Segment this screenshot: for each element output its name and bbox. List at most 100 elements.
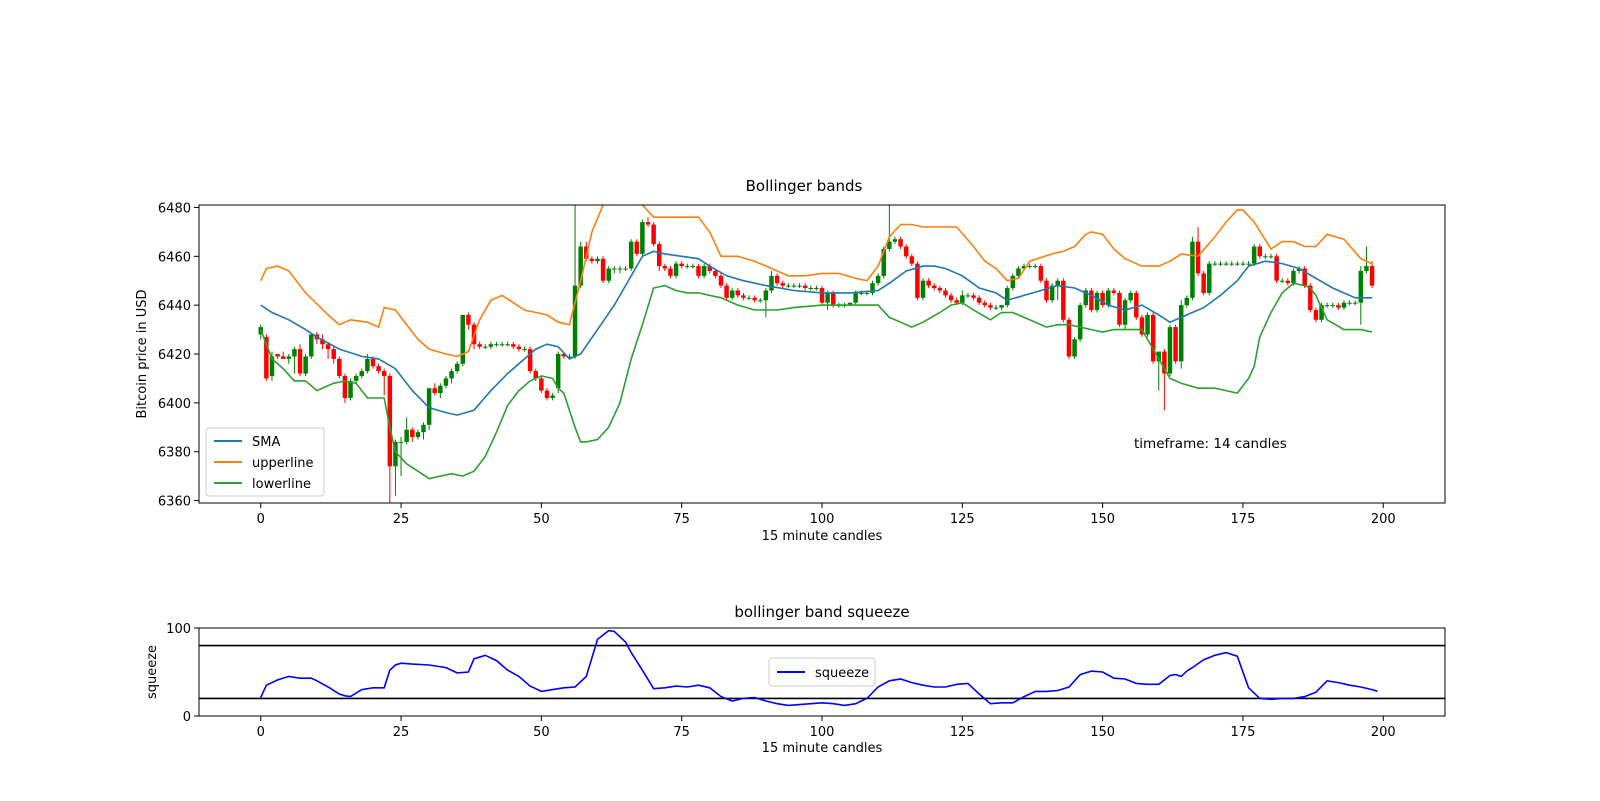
- candle-body: [1016, 268, 1021, 276]
- candle-body: [623, 268, 628, 270]
- candle-body: [561, 354, 567, 357]
- candle-body: [404, 429, 409, 442]
- candle-body: [387, 375, 393, 467]
- candle-body: [466, 314, 471, 325]
- upperline-line: [259, 205, 1373, 358]
- candle-body: [1162, 351, 1167, 374]
- candle-body: [1302, 268, 1307, 286]
- candle-body: [903, 246, 909, 257]
- candle-body: [1033, 266, 1038, 268]
- candle-body: [539, 378, 544, 391]
- candle-body: [1352, 302, 1358, 304]
- candle-body: [1061, 280, 1066, 320]
- candle-body: [1055, 280, 1060, 286]
- candle-body: [410, 429, 415, 438]
- candle-body: [920, 280, 926, 298]
- candle-body: [1089, 290, 1094, 311]
- candle-body: [1336, 305, 1341, 308]
- candle-body: [555, 354, 561, 389]
- candle-body: [359, 371, 365, 376]
- candle-body: [932, 285, 937, 289]
- candle-body: [791, 285, 797, 287]
- y-tick-label: 6400: [158, 397, 191, 412]
- chart-title: Bollinger bands: [746, 177, 863, 195]
- candle-body: [673, 263, 679, 276]
- candle-body: [965, 295, 971, 297]
- candle-body: [1004, 288, 1010, 306]
- timeframe-annotation: timeframe: 14 candles: [1134, 436, 1287, 452]
- candle-body: [292, 349, 297, 357]
- candle-body: [701, 266, 707, 276]
- candle-body: [1358, 270, 1364, 303]
- candle-body: [600, 258, 606, 281]
- candle-body: [1212, 263, 1218, 265]
- candle-body: [825, 292, 830, 303]
- candle-body: [741, 295, 746, 298]
- candle-body: [1347, 302, 1352, 304]
- candle-body: [370, 358, 376, 367]
- candle-body: [847, 302, 853, 306]
- candle-body: [1010, 275, 1016, 289]
- sma-line: [260, 250, 1372, 416]
- candle-body: [780, 283, 785, 286]
- squeeze-y-tick-label: 0: [183, 710, 191, 725]
- candle-body: [668, 268, 673, 276]
- candle-body: [892, 239, 898, 242]
- candle-body: [909, 256, 915, 264]
- candle-body: [1044, 280, 1049, 301]
- candle-body: [853, 292, 858, 303]
- candle-body: [438, 385, 443, 394]
- y-axis-ticks: 6360 6380 6400 6420 6440 6460 6480: [158, 201, 199, 510]
- candle-body: [443, 378, 449, 386]
- y-tick-label: 6380: [158, 446, 191, 461]
- candle-body: [1341, 302, 1347, 308]
- x-axis-ticks: 0 25 50 75 100 125 150 175 200: [257, 503, 1396, 527]
- candle-body: [1263, 256, 1268, 258]
- candle-body: [808, 288, 814, 290]
- squeeze-x-tick-label: 100: [810, 725, 835, 740]
- bollinger-panel: Bollinger bands 0 25 50 75 100 125 150 175 200 6…: [135, 177, 1446, 544]
- legend-label-squeeze: squeeze: [815, 666, 869, 681]
- candle-body: [819, 288, 825, 303]
- squeeze-x-tick-label: 0: [257, 725, 265, 740]
- candle-body: [1145, 314, 1150, 335]
- candle-body: [1313, 310, 1319, 320]
- candle-body: [606, 268, 611, 281]
- candle-body: [915, 263, 920, 298]
- candle-body: [954, 300, 959, 303]
- candle-body: [971, 295, 976, 298]
- legend-label-upperline: upperline: [252, 456, 314, 471]
- candle-body: [1134, 292, 1139, 318]
- candle-body: [1251, 246, 1257, 264]
- candle-body: [264, 336, 269, 379]
- candle-body: [589, 258, 595, 262]
- candle-body: [718, 275, 724, 286]
- y-axis-label: Bitcoin price in USD: [135, 290, 150, 419]
- candle-body: [864, 292, 870, 294]
- candle-body: [275, 354, 280, 357]
- candle-body: [488, 344, 494, 347]
- x-tick-label: 75: [673, 512, 690, 527]
- candle-body: [769, 275, 774, 291]
- candle-body: [612, 268, 617, 270]
- candle-body: [1201, 273, 1206, 293]
- candle-body: [645, 222, 651, 225]
- candle-body: [937, 288, 943, 291]
- candle-body: [280, 356, 286, 359]
- candle-body: [1072, 339, 1077, 357]
- candle-body: [595, 258, 600, 262]
- candle-body: [1285, 280, 1291, 284]
- candle-body: [656, 244, 662, 267]
- squeeze-line: [259, 629, 1378, 707]
- candle-body: [1105, 290, 1111, 306]
- candle-body: [1184, 297, 1190, 306]
- candle-body: [376, 366, 381, 372]
- candle-body: [1049, 285, 1055, 301]
- candle-body: [303, 356, 308, 374]
- candle-body: [1235, 263, 1240, 265]
- candle-body: [752, 297, 757, 301]
- candle-body: [1027, 266, 1032, 268]
- candle-body: [685, 266, 690, 268]
- candle-body: [1369, 266, 1375, 286]
